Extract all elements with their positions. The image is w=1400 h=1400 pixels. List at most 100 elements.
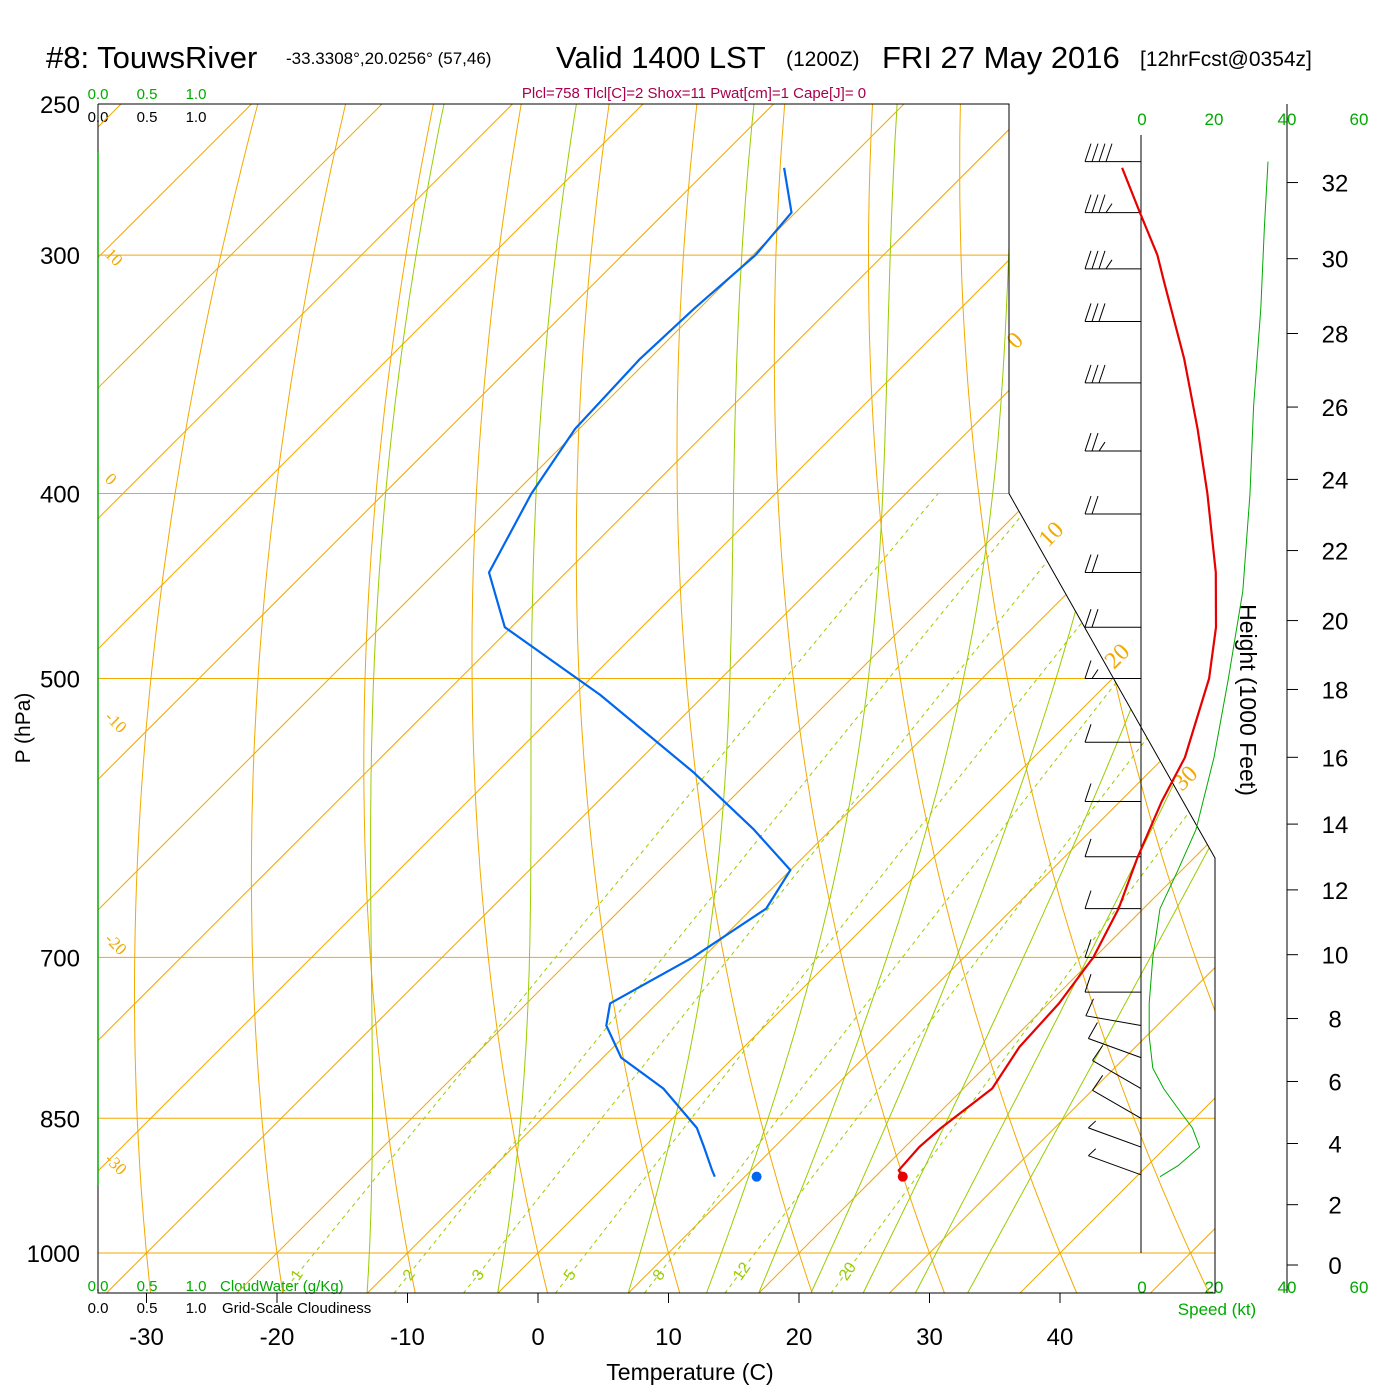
wind-barb-feather — [1084, 194, 1092, 213]
wind-barb-feather — [1084, 609, 1092, 628]
moist-adiabat — [966, 104, 1215, 1293]
background-lines — [98, 70, 1400, 1293]
moist-adiabat — [366, 104, 445, 1293]
wind-barb-feather — [1092, 1075, 1104, 1091]
wind-barb-staff — [1088, 1155, 1142, 1176]
wind-barb — [1084, 724, 1141, 743]
x-axis-title: Temperature (C) — [606, 1359, 773, 1385]
wind-barb-feather — [1084, 783, 1092, 802]
height-tick-label: 6 — [1328, 1069, 1341, 1096]
dry-adiabat — [250, 104, 355, 1293]
height-tick-label: 22 — [1322, 539, 1349, 566]
dry-adiabat — [867, 104, 1078, 1293]
height-tick-label: 0 — [1328, 1253, 1341, 1280]
forecast-date: FRI 27 May 2016 — [882, 40, 1120, 75]
dewpoint-profile — [487, 167, 793, 1178]
sounding-series — [487, 167, 1218, 1182]
wind-barb-feather — [1084, 554, 1092, 573]
speed-bottom-0: 0 — [1137, 1278, 1146, 1297]
dry-adiabat — [134, 104, 268, 1293]
cloud-scale-top-black-2: 1.0 — [186, 109, 207, 126]
wind-barb-feather — [1091, 495, 1099, 515]
moist-adiabat — [497, 104, 577, 1293]
wind-barb-feather — [1098, 303, 1106, 322]
plot-frame — [97, 103, 1288, 1294]
isotherm-line — [889, 104, 1215, 1293]
isotherm-label-right: 20 — [1100, 639, 1135, 674]
isotherm-label-left: -20 — [101, 929, 130, 958]
temp-tick-label: 30 — [916, 1324, 943, 1351]
wind-barb-feather — [1084, 724, 1092, 743]
temp-tick-label: 10 — [655, 1324, 682, 1351]
mixing-ratio-label: 12 — [730, 1259, 754, 1283]
cloud-scale-bottom-black-1: 0.5 — [137, 1300, 158, 1317]
wind-barb — [1084, 495, 1141, 515]
mixing-ratio-label: 5 — [561, 1267, 580, 1284]
forecast-run: [12hrFcst@0354z] — [1140, 48, 1312, 71]
wind-barb-feather — [1098, 194, 1106, 213]
pressure-tick-label: 850 — [40, 1106, 80, 1133]
temperature-profile — [897, 167, 1218, 1178]
wind-barb-feather — [1091, 432, 1099, 452]
cloud-scale-bottom-black-2: 1.0 — [186, 1300, 207, 1317]
wind-barb — [1084, 660, 1141, 679]
pressure-tick-label: 250 — [40, 92, 80, 119]
wind-barb-feather — [1085, 998, 1094, 1017]
dry-adiabat — [471, 104, 549, 1293]
y-axis-title: P (hPa) — [12, 693, 35, 764]
wind-barb-staff — [1088, 1127, 1142, 1148]
moist-adiabat — [705, 104, 898, 1293]
mixing-ratio-label: 2 — [400, 1267, 419, 1284]
temp-tick-label: -20 — [260, 1324, 295, 1351]
pressure-tick-label: 1000 — [27, 1241, 80, 1268]
wind-barb-feather — [1084, 939, 1092, 958]
mixing-ratio-label: 3 — [469, 1267, 488, 1284]
wind-barb-feather — [1088, 1148, 1097, 1157]
speed-bottom-60: 60 — [1350, 1278, 1369, 1297]
cloud-scale-top-green-2: 1.0 — [186, 86, 207, 103]
isotherm-line — [98, 104, 383, 1293]
moist-adiabat — [810, 104, 1152, 1293]
dry-adiabat — [1395, 70, 1400, 1293]
cloud-scale-top-green-1: 0.5 — [137, 86, 158, 103]
isotherm-line — [236, 104, 1215, 1293]
pressure-tick-label: 400 — [40, 482, 80, 509]
dry-adiabat — [959, 104, 1210, 1293]
mixing-ratio-line — [830, 493, 1215, 1293]
dry-adiabat — [676, 104, 813, 1293]
height-tick-label: 28 — [1322, 321, 1349, 348]
speed-axis-label: Speed (kt) — [1178, 1300, 1256, 1319]
wind-barb-feather — [1091, 669, 1099, 679]
wind-barb — [1084, 364, 1141, 384]
mixing-ratio-line — [393, 493, 1040, 1293]
wind-barb-feather — [1091, 609, 1099, 628]
cloud-scale-top-green-0: 0.0 — [88, 86, 109, 103]
wind-barb — [1084, 939, 1141, 958]
wind-barb-staff — [1085, 1015, 1142, 1027]
wind-barb-feather — [1084, 974, 1092, 993]
wind-barb-feather — [1091, 303, 1099, 322]
mixing-ratio-line — [554, 493, 1186, 1293]
wind-barb — [1084, 194, 1141, 214]
wind-barb-feather — [1091, 364, 1099, 384]
wind-barb-feather — [1105, 203, 1113, 213]
mixing-ratio-label: 20 — [836, 1259, 860, 1283]
wind-barb-feather — [1084, 838, 1092, 857]
wind-speed-curve — [1148, 161, 1269, 1178]
height-tick-label: 26 — [1322, 395, 1349, 422]
isotherm-line — [98, 104, 513, 1293]
height-tick-label: 14 — [1322, 812, 1349, 839]
wind-barb — [1088, 1120, 1142, 1148]
moist-adiabat — [862, 104, 1215, 1293]
isotherm-line — [628, 104, 1215, 1293]
wind-barb — [1084, 783, 1141, 803]
pressure-tick-label: 300 — [40, 243, 80, 270]
wind-barb-feather — [1088, 1120, 1097, 1129]
wind-barb-staff — [1092, 1089, 1142, 1119]
wind-barb-feather — [1091, 250, 1099, 269]
wind-barb-feather — [1098, 364, 1106, 384]
mixing-ratio-line — [281, 493, 939, 1293]
isotherm-line — [98, 104, 1035, 1293]
station-coords: -33.3308°,20.0256° (57,46) — [286, 49, 491, 68]
